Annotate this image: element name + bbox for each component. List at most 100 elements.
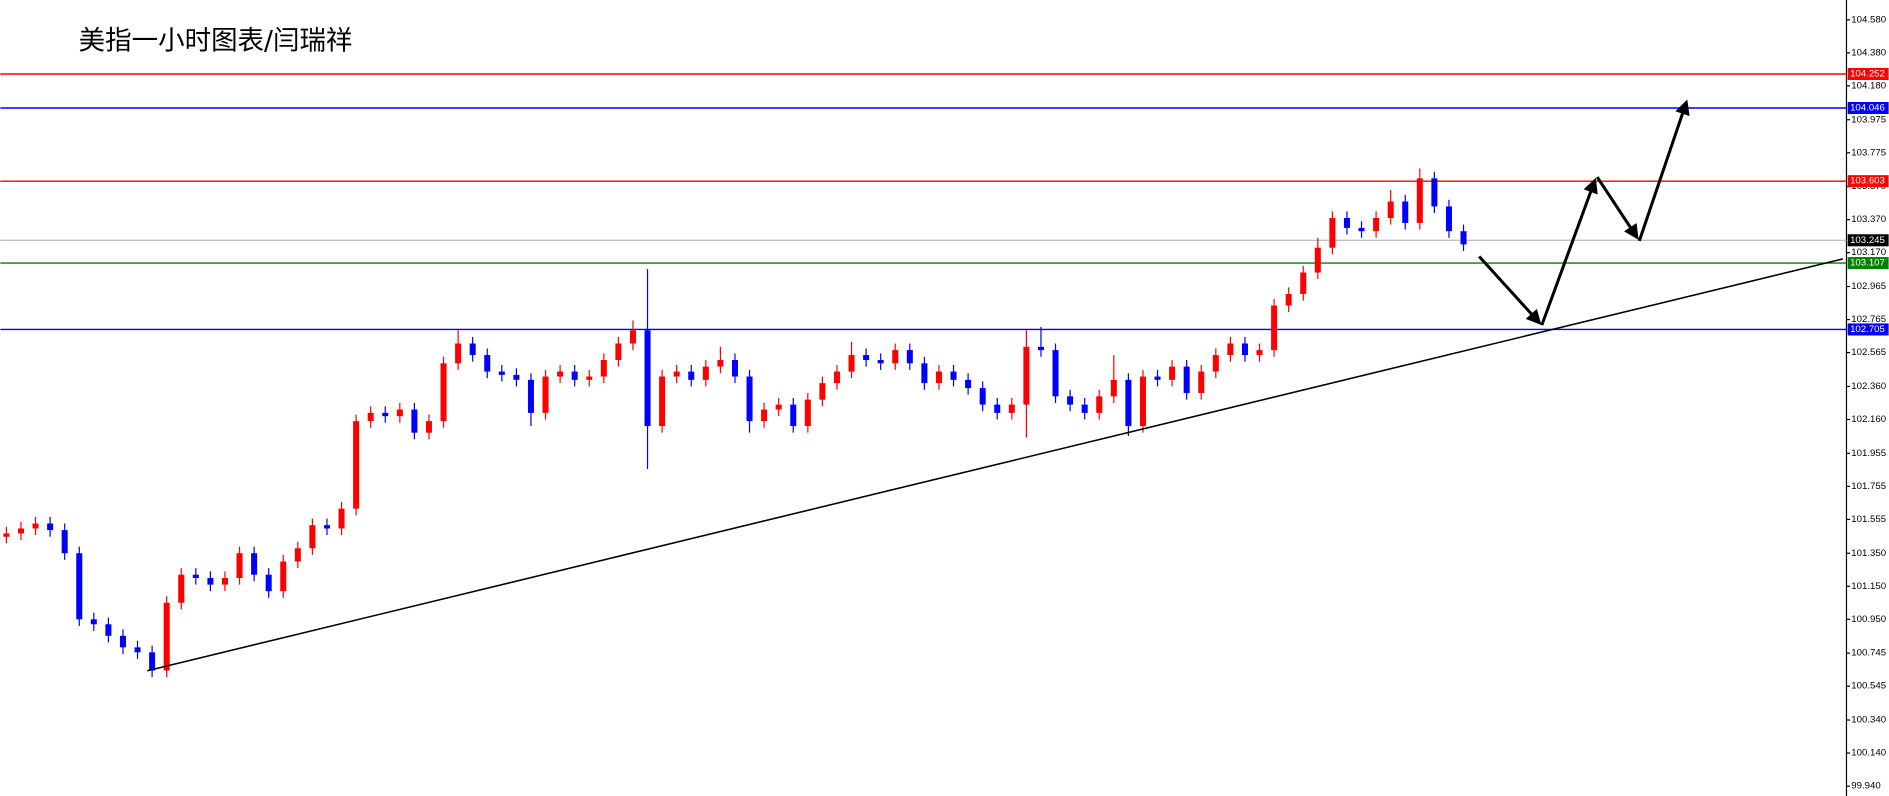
- candle-body: [280, 561, 287, 592]
- y-tick-label: 102.965: [1851, 281, 1886, 292]
- arrow: [1595, 176, 1639, 240]
- candle-body: [1081, 404, 1088, 413]
- candle-body: [1067, 396, 1074, 405]
- candle-body: [294, 548, 301, 562]
- candle-body: [1023, 346, 1030, 405]
- candle-body: [921, 363, 928, 384]
- candle-body: [644, 330, 651, 427]
- candle-body: [702, 366, 709, 380]
- candle-body: [804, 399, 811, 427]
- candle-body: [1445, 206, 1452, 232]
- y-tick-label: 99.940: [1851, 781, 1880, 792]
- candle-body: [1110, 379, 1117, 397]
- candle-body: [221, 578, 228, 585]
- candle-body: [906, 350, 913, 364]
- candle-body: [513, 374, 520, 380]
- level-label: 103.107: [1850, 258, 1885, 269]
- candle-body: [586, 376, 593, 380]
- y-tick-label: 101.350: [1851, 548, 1886, 559]
- candle-body: [32, 523, 39, 529]
- candle-body: [659, 376, 666, 427]
- level-label: 102.705: [1850, 324, 1885, 335]
- candle-body: [571, 371, 578, 380]
- candle-body: [47, 523, 54, 531]
- candle-body: [265, 574, 272, 592]
- candle-body: [469, 343, 476, 356]
- candle-body: [1198, 371, 1205, 394]
- candle-body: [600, 360, 607, 377]
- candle-body: [746, 376, 753, 422]
- candle-body: [411, 409, 418, 433]
- candle-body: [1358, 227, 1365, 232]
- candle-body: [1169, 366, 1176, 380]
- candle-body: [1314, 247, 1321, 273]
- y-tick-label: 104.380: [1851, 47, 1886, 58]
- candle-body: [1271, 305, 1278, 351]
- candle-body: [731, 360, 738, 377]
- y-tick-label: 104.180: [1851, 80, 1886, 91]
- y-tick-label: 102.160: [1851, 414, 1886, 425]
- candle-body: [542, 376, 549, 413]
- candle-body: [1285, 293, 1292, 306]
- arrow: [1540, 177, 1598, 326]
- levels: [0, 73, 1847, 331]
- candle-body: [1329, 217, 1336, 248]
- candle-body: [353, 421, 360, 509]
- candle-body: [965, 379, 972, 389]
- candle-body: [994, 404, 1001, 413]
- axis-labels: 104.580104.380104.180103.975103.775103.5…: [1846, 14, 1889, 792]
- candle-body: [1227, 343, 1234, 356]
- candle-body: [163, 602, 170, 671]
- candle-body: [90, 619, 97, 625]
- candle-body: [1037, 346, 1044, 351]
- candle-body: [1343, 217, 1350, 228]
- candle-body: [105, 624, 112, 636]
- candle-body: [790, 404, 797, 427]
- candle-body: [1300, 272, 1307, 294]
- candle-body: [119, 635, 126, 648]
- candle-body: [1052, 350, 1059, 397]
- candles: [3, 168, 1467, 678]
- candle-body: [61, 530, 68, 554]
- candle-body: [1139, 376, 1146, 427]
- y-tick-label: 100.340: [1851, 715, 1886, 726]
- candle-body: [236, 553, 243, 579]
- candle-body: [1402, 201, 1409, 223]
- candle-body: [484, 355, 491, 372]
- candle-body: [1387, 201, 1394, 218]
- candle-body: [935, 371, 942, 384]
- candle-body: [440, 363, 447, 422]
- candle-body: [688, 371, 695, 380]
- candle-body: [863, 355, 870, 361]
- level-label: 103.603: [1850, 176, 1885, 187]
- candle-body: [892, 350, 899, 364]
- candle-body: [1183, 366, 1190, 394]
- candle-body: [775, 404, 782, 410]
- y-tick-label: 100.950: [1851, 614, 1886, 625]
- candle-body: [629, 330, 636, 344]
- candle-body: [615, 343, 622, 361]
- level-box: [1847, 175, 1889, 188]
- candle-body: [309, 525, 316, 549]
- y-tick-label: 101.755: [1851, 481, 1886, 492]
- level-box: [1847, 101, 1889, 115]
- candle-body: [338, 508, 345, 529]
- level-box: [1847, 234, 1889, 247]
- y-tick-label: 101.555: [1851, 514, 1886, 525]
- candle-body: [979, 388, 986, 405]
- candle-body: [1008, 404, 1015, 413]
- y-tick-label: 100.140: [1851, 748, 1886, 759]
- arrow: [1478, 255, 1542, 325]
- y-tick-label: 103.975: [1851, 114, 1886, 125]
- candle-body: [425, 421, 432, 433]
- candle-body: [17, 528, 24, 534]
- candle-body: [877, 360, 884, 364]
- candle-body: [1373, 217, 1380, 232]
- candle-body: [178, 574, 185, 603]
- trend-line: [147, 258, 1844, 672]
- candle-body: [323, 525, 330, 529]
- candle-body: [382, 412, 389, 417]
